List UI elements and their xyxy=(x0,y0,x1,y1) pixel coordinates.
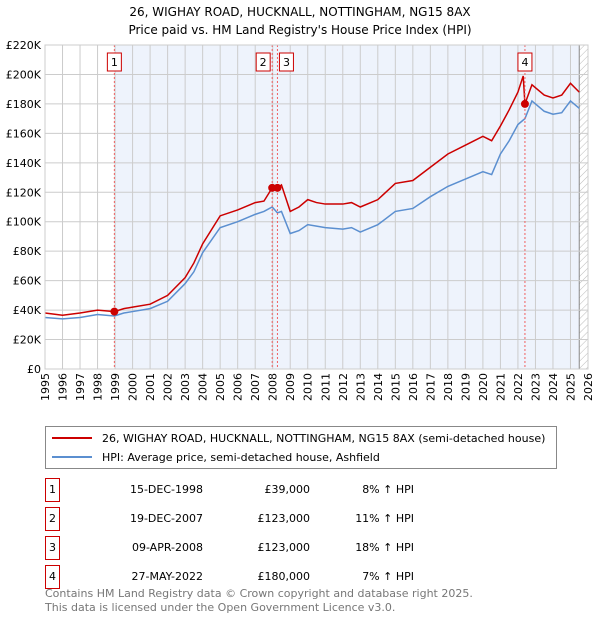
y-tick-label: £100K xyxy=(6,216,42,229)
x-tick-label: 2022 xyxy=(512,373,525,401)
sale-label: 1 xyxy=(111,56,118,69)
y-tick-label: £140K xyxy=(6,157,42,170)
y-tick-label: £120K xyxy=(6,186,42,199)
x-tick-label: 2011 xyxy=(319,373,332,401)
x-tick-label: 2016 xyxy=(407,373,420,401)
y-tick-label: £60K xyxy=(13,275,42,288)
x-tick-label: 2007 xyxy=(249,373,262,401)
y-tick-label: £20K xyxy=(13,334,42,347)
x-tick-label: 2009 xyxy=(284,373,297,401)
sale-hpi-change: 11% ↑ HPI xyxy=(355,512,414,525)
x-tick-label: 2015 xyxy=(389,373,402,401)
x-tick-label: 2017 xyxy=(424,373,437,401)
legend-item-property: 26, WIGHAY ROAD, HUCKNALL, NOTTINGHAM, N… xyxy=(52,430,545,446)
sale-point xyxy=(110,307,119,316)
legend: 26, WIGHAY ROAD, HUCKNALL, NOTTINGHAM, N… xyxy=(45,426,557,469)
x-tick-label: 2024 xyxy=(547,373,560,401)
x-tick-label: 2014 xyxy=(372,373,385,401)
x-tick-label: 2003 xyxy=(179,373,192,401)
y-tick-label: £160K xyxy=(6,127,42,140)
legend-label: 26, WIGHAY ROAD, HUCKNALL, NOTTINGHAM, N… xyxy=(102,431,546,445)
x-tick-label: 2020 xyxy=(477,373,490,401)
sale-date: 27-MAY-2022 xyxy=(131,570,203,583)
sale-price: £180,000 xyxy=(257,570,311,583)
hatched-forecast-region xyxy=(579,45,588,369)
x-tick-label: 2025 xyxy=(564,373,577,401)
y-tick-label: £80K xyxy=(13,245,42,258)
sale-date: 19-DEC-2007 xyxy=(129,512,203,525)
y-tick-label: £200K xyxy=(6,68,42,81)
sale-hpi-change: 7% ↑ HPI xyxy=(362,570,414,583)
legend-swatch-red xyxy=(52,437,92,439)
sale-label-box xyxy=(106,52,122,72)
y-tick-label: £0 xyxy=(27,363,41,376)
sales-table-row: 2 19-DEC-2007 £123,000 11% ↑ HPI xyxy=(45,507,465,531)
legend-swatch-blue xyxy=(52,456,92,458)
x-tick-label: 2000 xyxy=(127,373,140,401)
sale-label: 4 xyxy=(521,56,528,69)
x-tick-label: 2023 xyxy=(529,373,542,401)
sale-label: 3 xyxy=(283,56,290,69)
x-tick-label: 1997 xyxy=(74,373,87,401)
x-tick-label: 2013 xyxy=(354,373,367,401)
sale-number-badge: 2 xyxy=(45,507,60,531)
sale-label-box xyxy=(255,52,271,72)
price-chart: 26, WIGHAY ROAD, HUCKNALL, NOTTINGHAM, N… xyxy=(6,5,595,401)
x-tick-label: 2006 xyxy=(232,373,245,401)
x-tick-label: 2018 xyxy=(442,373,455,401)
y-tick-label: £180K xyxy=(6,98,42,111)
hpi-line xyxy=(44,99,580,320)
x-tick-label: 2012 xyxy=(337,373,350,401)
legend-item-hpi: HPI: Average price, semi-detached house,… xyxy=(52,449,380,465)
sale-price: £39,000 xyxy=(264,483,311,496)
shaded-ownership-region xyxy=(114,45,580,369)
x-tick-label: 2004 xyxy=(197,373,210,401)
x-tick-label: 2019 xyxy=(459,373,472,401)
x-tick-label: 2021 xyxy=(494,373,507,401)
x-tick-label: 2008 xyxy=(267,373,280,401)
x-tick-label: 2002 xyxy=(162,373,175,401)
sale-price: £123,000 xyxy=(257,512,311,525)
sale-point xyxy=(520,99,529,108)
sale-number-badge: 3 xyxy=(45,536,60,560)
x-tick-label: 2001 xyxy=(144,373,157,401)
plot-frame xyxy=(44,44,589,370)
property-price-line xyxy=(44,75,580,317)
sales-table-row: 3 09-APR-2008 £123,000 18% ↑ HPI xyxy=(45,536,465,560)
y-tick-label: £40K xyxy=(13,304,42,317)
y-tick-label: £220K xyxy=(6,39,42,52)
sale-number-badge: 1 xyxy=(45,478,60,502)
sale-label-box xyxy=(517,52,533,72)
legend-label: HPI: Average price, semi-detached house,… xyxy=(102,450,380,464)
footer-line-1: Contains HM Land Registry data © Crown c… xyxy=(45,587,473,600)
x-tick-label: 1995 xyxy=(39,373,52,401)
footer-line-2: This data is licensed under the Open Gov… xyxy=(45,601,396,614)
x-tick-label: 2010 xyxy=(302,373,315,401)
chart-title: 26, WIGHAY ROAD, HUCKNALL, NOTTINGHAM, N… xyxy=(129,5,470,19)
x-tick-label: 1999 xyxy=(109,373,122,401)
sale-label-box xyxy=(278,52,294,72)
sale-date: 15-DEC-1998 xyxy=(129,483,203,496)
x-tick-label: 1996 xyxy=(57,373,70,401)
sale-date: 09-APR-2008 xyxy=(131,541,203,554)
sale-hpi-change: 18% ↑ HPI xyxy=(355,541,414,554)
sales-table-row: 1 15-DEC-1998 £39,000 8% ↑ HPI xyxy=(45,478,465,502)
sale-point xyxy=(273,183,282,192)
x-tick-label: 2026 xyxy=(582,373,595,401)
sale-label: 2 xyxy=(260,56,267,69)
sale-hpi-change: 8% ↑ HPI xyxy=(362,483,414,496)
x-tick-label: 2005 xyxy=(214,373,227,401)
x-tick-label: 1998 xyxy=(92,373,105,401)
sale-number-badge: 4 xyxy=(45,565,60,589)
chart-subtitle: Price paid vs. HM Land Registry's House … xyxy=(128,23,471,37)
sale-price: £123,000 xyxy=(257,541,311,554)
sales-table-row: 4 27-MAY-2022 £180,000 7% ↑ HPI xyxy=(45,565,465,589)
